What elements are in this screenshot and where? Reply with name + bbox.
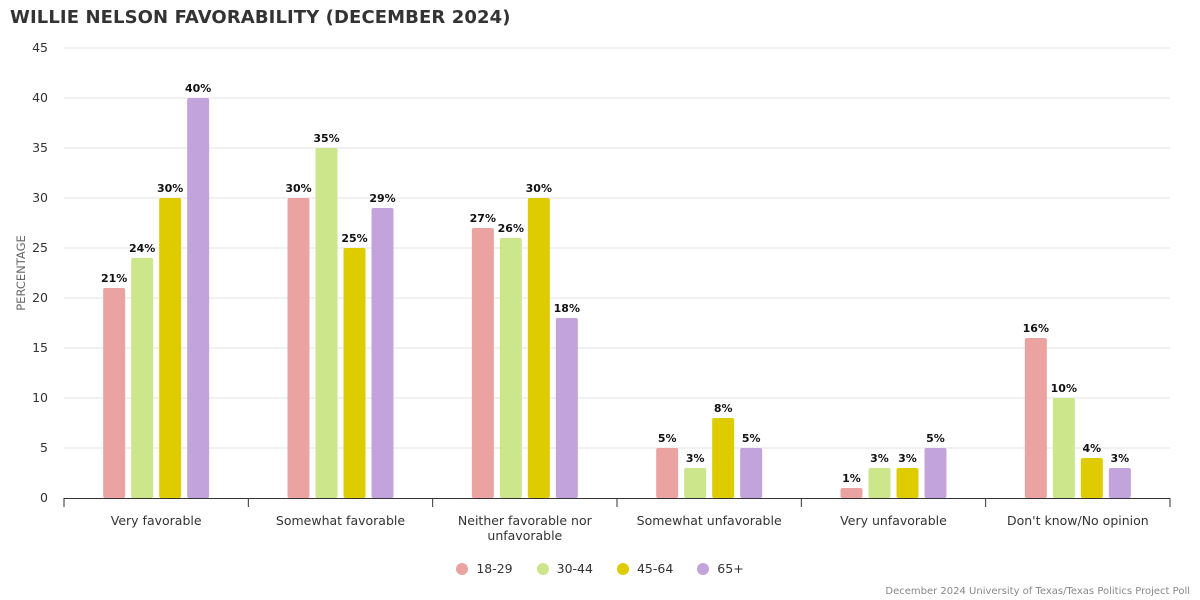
legend-item[interactable]: 30-44 — [536, 561, 593, 576]
legend-swatch — [697, 562, 710, 575]
data-label: 30% — [157, 182, 183, 195]
data-label: 5% — [742, 432, 761, 445]
chart-legend: 18-29 30-44 45-64 65+ — [0, 561, 1200, 576]
data-label: 8% — [714, 402, 733, 415]
bar-65plus — [371, 208, 394, 498]
bar-18-29 — [287, 198, 310, 498]
data-label: 21% — [101, 272, 127, 285]
bar-30-44 — [684, 468, 707, 498]
legend-swatch — [456, 562, 469, 575]
legend-swatch — [536, 562, 549, 575]
data-label: 35% — [313, 132, 339, 145]
y-axis-label: PERCENTAGE — [14, 235, 28, 311]
bar-18-29 — [656, 448, 679, 498]
chart-title: WILLIE NELSON FAVORABILITY (DECEMBER 202… — [10, 7, 511, 28]
y-tick-label: 40 — [32, 90, 48, 105]
bar-65plus — [1108, 468, 1131, 498]
data-label: 5% — [926, 432, 945, 445]
bar-45-64 — [712, 418, 735, 498]
bar-65plus — [187, 98, 210, 498]
bar-65plus — [740, 448, 763, 498]
bar-45-64 — [896, 468, 919, 498]
data-label: 3% — [686, 452, 705, 465]
bar-45-64 — [1080, 458, 1103, 498]
y-tick-label: 25 — [32, 240, 48, 255]
bar-30-44 — [1052, 398, 1075, 498]
legend-label: 65+ — [717, 561, 744, 576]
bar-65plus — [555, 318, 578, 498]
bar-65plus — [924, 448, 947, 498]
y-tick-label: 35 — [32, 140, 48, 155]
bar-30-44 — [868, 468, 891, 498]
data-label: 16% — [1023, 322, 1049, 335]
y-tick-label: 45 — [32, 40, 48, 55]
x-tick-label: Somewhat favorable — [276, 513, 405, 528]
data-label: 24% — [129, 242, 155, 255]
bar-30-44 — [131, 258, 154, 498]
data-label: 10% — [1051, 382, 1077, 395]
data-label: 4% — [1082, 442, 1101, 455]
legend-item[interactable]: 45-64 — [616, 561, 674, 576]
data-label: 29% — [369, 192, 395, 205]
x-tick-label: Very unfavorable — [840, 513, 947, 528]
y-tick-label: 5 — [40, 440, 48, 455]
y-tick-label: 30 — [32, 190, 48, 205]
legend-item[interactable]: 18-29 — [456, 561, 513, 576]
bar-45-64 — [343, 248, 366, 498]
legend-label: 18-29 — [476, 561, 513, 576]
data-label: 3% — [898, 452, 917, 465]
y-tick-label: 10 — [32, 390, 48, 405]
bar-45-64 — [159, 198, 182, 498]
x-tick-label: Somewhat unfavorable — [637, 513, 782, 528]
data-label: 1% — [842, 472, 861, 485]
x-tick-label: Don't know/No opinion — [1007, 513, 1149, 528]
data-label: 18% — [554, 302, 580, 315]
bar-18-29 — [471, 228, 494, 498]
data-label: 3% — [870, 452, 889, 465]
data-label: 5% — [658, 432, 677, 445]
bar-30-44 — [315, 148, 338, 498]
bar-45-64 — [527, 198, 550, 498]
y-tick-label: 0 — [40, 490, 48, 505]
x-tick-label: Very favorable — [111, 513, 202, 528]
data-label: 25% — [341, 232, 367, 245]
data-label: 26% — [498, 222, 524, 235]
x-tick-label: Neither favorable nor — [458, 513, 593, 528]
y-tick-label: 20 — [32, 290, 48, 305]
y-tick-label: 15 — [32, 340, 48, 355]
bar-18-29 — [840, 488, 863, 498]
data-label: 27% — [470, 212, 496, 225]
legend-label: 45-64 — [636, 561, 674, 576]
data-label: 30% — [526, 182, 552, 195]
legend-label: 30-44 — [556, 561, 593, 576]
legend-swatch — [616, 562, 629, 575]
legend-item[interactable]: 65+ — [697, 561, 744, 576]
bar-30-44 — [499, 238, 522, 498]
data-label: 30% — [285, 182, 311, 195]
data-label: 3% — [1110, 452, 1129, 465]
bar-18-29 — [1024, 338, 1047, 498]
x-tick-label: unfavorable — [487, 528, 562, 543]
data-label: 40% — [185, 82, 211, 95]
source-note: December 2024 University of Texas/Texas … — [885, 586, 1190, 597]
bar-18-29 — [103, 288, 126, 498]
